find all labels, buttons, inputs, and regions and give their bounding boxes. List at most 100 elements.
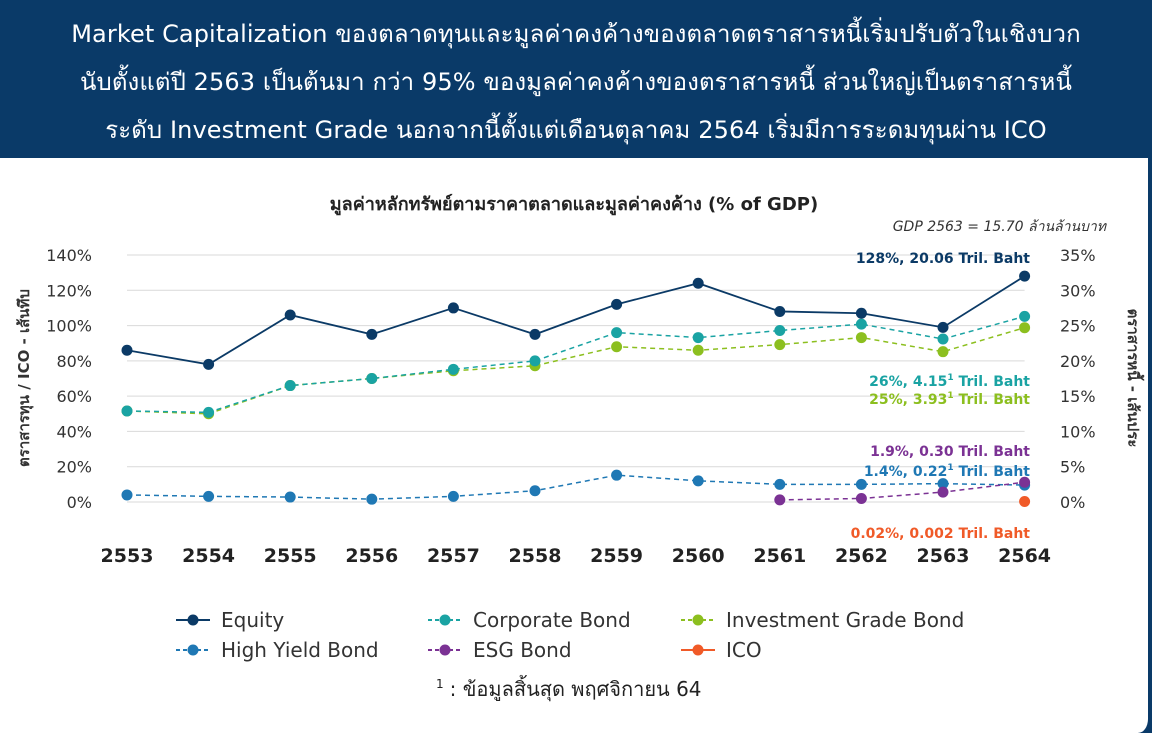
data-point-high-yield-bond (447, 490, 459, 502)
legend-dot (439, 614, 451, 626)
x-tick-label: 2564 (998, 545, 1051, 567)
data-point-corporate-bond (1019, 310, 1031, 322)
x-tick-label: 2556 (345, 545, 398, 567)
annotation-label: 128%, 20.06 Tril. Baht (856, 251, 1030, 267)
legend-label: High Yield Bond (221, 638, 379, 662)
series-line-high-yield-bond (126, 474, 1025, 500)
data-point-corporate-bond (774, 325, 786, 337)
legend-marker (176, 614, 210, 626)
legend-label: ESG Bond (473, 638, 572, 662)
data-point-investment-grade-bond (611, 341, 623, 353)
data-point-investment-grade-bond (774, 339, 786, 351)
data-point-equity (1019, 270, 1031, 282)
data-point-investment-grade-bond (855, 332, 867, 344)
data-point-equity (284, 309, 296, 321)
data-point-equity (774, 305, 786, 317)
data-point-high-yield-bond (937, 478, 949, 490)
data-point-esg-bond (774, 494, 786, 506)
y-right-tick-label: 0% (1060, 493, 1085, 512)
y-right-tick-label: 15% (1060, 387, 1096, 406)
chart-title: มูลค่าหลักทรัพย์ตามราคาตลาดและมูลค่าคงค้… (330, 193, 818, 216)
x-tick-label: 2561 (753, 545, 806, 567)
data-point-equity (692, 277, 704, 289)
legend-label: Corporate Bond (473, 608, 631, 632)
data-point-investment-grade-bond (692, 344, 704, 356)
x-tick-label: 2562 (835, 545, 888, 567)
x-tick-label: 2558 (509, 545, 562, 567)
legend-item-esg-bond: ESG Bond (427, 637, 572, 663)
data-point-equity (203, 358, 215, 370)
data-point-esg-bond (1019, 476, 1031, 488)
line-chart: มูลค่าหลักทรัพย์ตามราคาตลาดและมูลค่าคงค้… (15, 193, 1145, 567)
y-left-tick-label: 0% (67, 493, 92, 512)
y-left-tick-label: 100% (46, 317, 92, 336)
data-point-corporate-bond (937, 333, 949, 345)
data-point-high-yield-bond (692, 475, 704, 487)
data-point-corporate-bond (447, 363, 459, 375)
chart-subtitle: GDP 2563 = 15.70 ล้านล้านบาท (893, 219, 1108, 235)
footnote-text: : ข้อมูลสิ้นสุด พฤศจิกายน 64 (449, 677, 702, 701)
annotation-label: 1.9%, 0.30 Tril. Baht (870, 444, 1030, 460)
data-point-equity (366, 328, 378, 340)
footnote: 1: ข้อมูลสิ้นสุด พฤศจิกายน 64 (436, 673, 702, 705)
y-left-tick-label: 140% (46, 246, 92, 265)
header-line-1: Market Capitalization ของตลาดทุนและมูลค่… (71, 20, 1081, 48)
x-tick-label: 2554 (182, 545, 235, 567)
data-point-high-yield-bond (855, 478, 867, 490)
data-point-high-yield-bond (611, 469, 623, 481)
data-point-high-yield-bond (284, 491, 296, 503)
data-point-corporate-bond (284, 380, 296, 392)
data-point-ico (1019, 495, 1031, 507)
x-tick-label: 2563 (917, 545, 970, 567)
data-point-high-yield-bond (203, 490, 215, 502)
annotation-label: 26%, 4.151 Tril. Baht (869, 373, 1030, 390)
legend-label: Investment Grade Bond (726, 608, 965, 632)
legend-label: Equity (221, 608, 285, 632)
y-right-tick-label: 5% (1060, 458, 1085, 477)
y-left-tick-label: 40% (56, 422, 92, 441)
data-point-corporate-bond (366, 373, 378, 384)
y-left-tick-label: 80% (56, 352, 92, 371)
x-tick-label: 2557 (427, 545, 480, 567)
y-right-tick-label: 30% (1060, 281, 1096, 300)
data-point-investment-grade-bond (1019, 322, 1031, 334)
data-point-corporate-bond (692, 332, 704, 344)
data-point-equity (447, 302, 459, 314)
data-point-corporate-bond (203, 406, 215, 418)
chart-panel: มูลค่าหลักทรัพย์ตามราคาตลาดและมูลค่าคงค้… (0, 158, 1152, 733)
data-point-esg-bond (937, 486, 949, 498)
legend-marker (681, 644, 715, 656)
legend-dot (692, 644, 704, 656)
header-line-3: ระดับ Investment Grade นอกจากนี้ตั้งแต่เ… (105, 116, 1047, 144)
annotation-label: 1.4%, 0.221 Tril. Baht (864, 463, 1030, 480)
legend-item-equity: Equity (175, 607, 284, 633)
header-line-2: นับตั้งแต่ปี 2563 เป็นต้นมา กว่า 95% ของ… (80, 68, 1072, 96)
x-tick-label: 2560 (672, 545, 725, 567)
legend-item-ico: ICO (680, 637, 762, 663)
y-right-axis-label: ตราสารหนี้ - เส้นประ (1124, 309, 1145, 448)
data-point-high-yield-bond (529, 485, 541, 497)
header-banner: Market Capitalization ของตลาดทุนและมูลค่… (0, 0, 1152, 158)
legend-dot (187, 644, 199, 656)
data-point-corporate-bond (121, 405, 133, 417)
x-tick-label: 2553 (101, 545, 154, 567)
annotation-label: 0.02%, 0.002 Tril. Baht (851, 526, 1031, 542)
data-point-equity (121, 344, 133, 356)
legend-marker (681, 614, 715, 626)
legend-dot (439, 644, 451, 656)
legend-item-high-yield-bond: High Yield Bond (175, 637, 379, 663)
data-point-corporate-bond (529, 355, 541, 367)
data-point-high-yield-bond (366, 493, 378, 505)
series-line-corporate-bond (126, 315, 1025, 414)
legend-dot (187, 614, 199, 626)
legend-marker (428, 644, 462, 656)
data-point-high-yield-bond (774, 478, 786, 490)
legend-item-corporate-bond: Corporate Bond (427, 607, 631, 633)
y-left-tick-label: 120% (46, 281, 92, 300)
y-right-tick-label: 20% (1060, 352, 1096, 371)
y-right-tick-label: 35% (1060, 246, 1096, 265)
data-point-corporate-bond (855, 318, 867, 330)
legend-label: ICO (726, 638, 762, 662)
annotation-label: 25%, 3.931 Tril. Baht (869, 391, 1030, 408)
y-right-tick-label: 25% (1060, 317, 1096, 336)
